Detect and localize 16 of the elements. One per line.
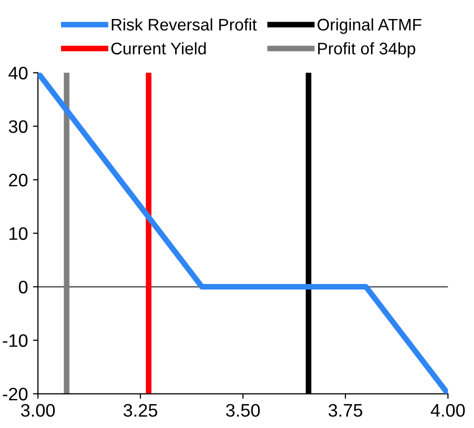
y-tick-label: -10 — [2, 334, 28, 347]
x-tick-label: 3.50 — [226, 404, 260, 417]
legend-label: Profit of 34bp — [318, 42, 416, 58]
legend-label: Original ATMF — [318, 18, 422, 34]
x-tick-label: 3.00 — [21, 404, 55, 417]
ref-line-label: Current Yield — [111, 42, 206, 54]
y-tick-label: 0 — [18, 280, 28, 294]
y-tick-label: 20 — [9, 174, 28, 186]
y-tick-label: 10 — [9, 227, 28, 240]
x-tick-label: 4.00 — [430, 404, 465, 417]
x-tick-label: 3.75 — [328, 404, 362, 417]
y-tick-label: -20 — [2, 388, 28, 400]
y-tick-label: 30 — [8, 120, 28, 133]
x-tick-label: 3.25 — [124, 404, 158, 417]
y-tick-label: 40 — [8, 66, 28, 80]
legend-label: Risk Reversal Profit — [112, 18, 257, 31]
